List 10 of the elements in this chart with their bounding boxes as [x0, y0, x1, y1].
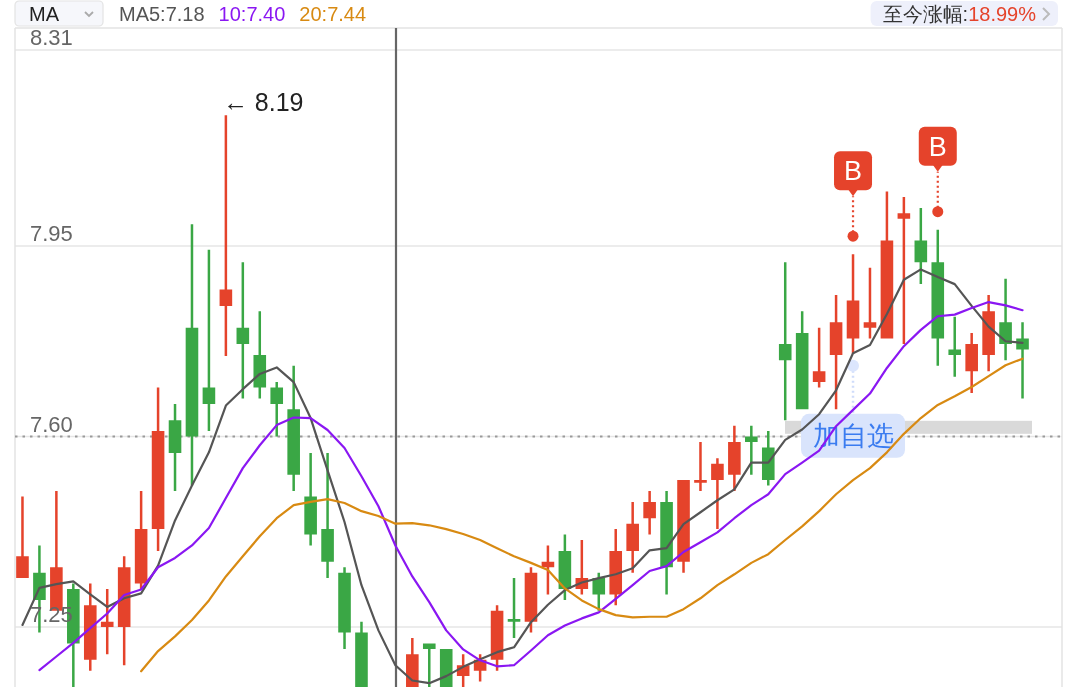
header-change-label: 至今涨幅: — [882, 3, 969, 25]
y-tick-label: 8.31 — [30, 25, 73, 50]
y-tick-label: 7.95 — [30, 221, 73, 246]
y-tick-label: 7.60 — [30, 411, 73, 437]
legend-title: MA — [29, 3, 60, 25]
annotation: ← 8.19 — [222, 88, 304, 117]
annotation: B — [844, 156, 863, 187]
header-change-value: 18.99% — [968, 3, 1036, 25]
legend: MA MA5:7.18 10:7.40 20:7.44 — [14, 0, 367, 27]
annotation: B — [928, 131, 947, 162]
